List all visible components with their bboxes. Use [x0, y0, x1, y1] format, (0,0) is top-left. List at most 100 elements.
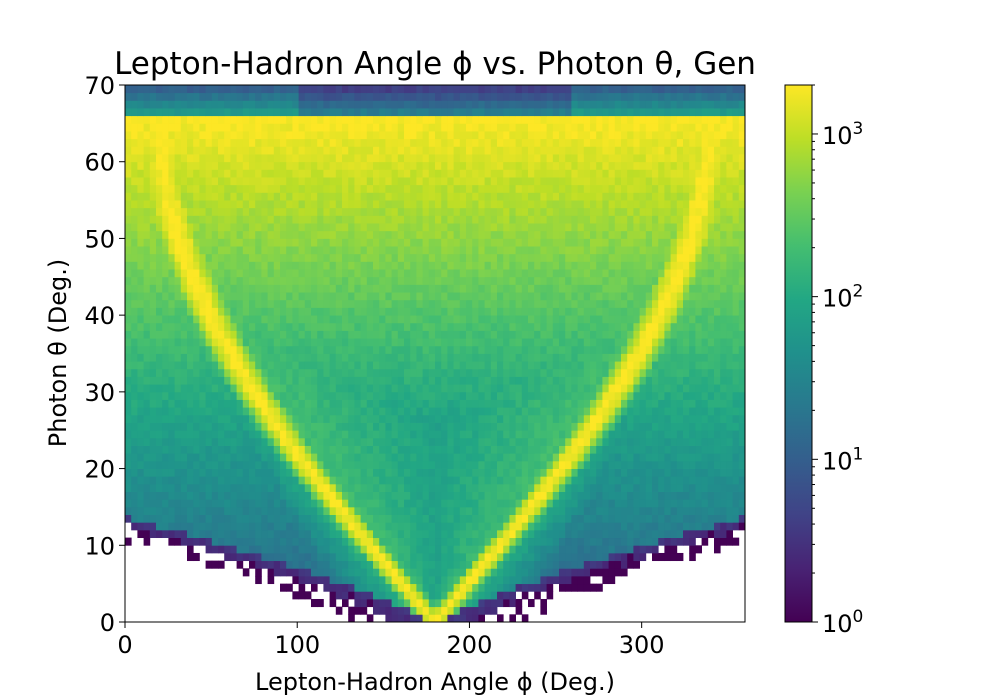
heatmap-cell	[354, 315, 361, 324]
heatmap-cell	[453, 399, 461, 408]
heatmap-cell	[329, 307, 337, 316]
heatmap-cell	[261, 284, 268, 293]
heatmap-cell	[230, 476, 237, 485]
heatmap-cell	[366, 399, 374, 408]
heatmap-cell	[342, 476, 349, 485]
heatmap-cell	[224, 230, 231, 239]
heatmap-cell	[738, 200, 746, 209]
heatmap-cell	[658, 437, 665, 446]
heatmap-cell	[422, 200, 430, 209]
heatmap-cell	[652, 529, 659, 539]
heatmap-cell	[627, 453, 634, 462]
heatmap-cell	[348, 253, 355, 262]
heatmap-cell	[664, 491, 671, 500]
heatmap-cell	[658, 445, 665, 454]
heatmap-cell	[676, 468, 684, 477]
heatmap-cell	[391, 445, 399, 454]
heatmap-cell	[236, 284, 244, 293]
heatmap-cell	[379, 215, 386, 224]
heatmap-cell	[397, 514, 405, 523]
heatmap-cell	[670, 299, 678, 308]
heatmap-cell	[633, 253, 640, 262]
heatmap-cell	[404, 284, 411, 293]
heatmap-cell	[466, 284, 473, 293]
heatmap-cell	[342, 491, 349, 500]
heatmap-cell	[559, 460, 566, 469]
heatmap-cell	[323, 261, 330, 270]
heatmap-cell	[497, 552, 504, 562]
heatmap-cell	[230, 230, 237, 239]
heatmap-cell	[292, 322, 299, 331]
heatmap-cell	[466, 499, 473, 508]
heatmap-cell	[534, 399, 541, 408]
heatmap-cell	[199, 315, 206, 324]
heatmap-cell	[218, 506, 225, 515]
heatmap-cell	[732, 460, 740, 469]
heatmap-cell	[143, 207, 151, 216]
heatmap-cell	[590, 376, 597, 385]
heatmap-cell	[720, 391, 727, 400]
heatmap-cell	[565, 437, 572, 446]
heatmap-cell	[726, 368, 733, 377]
heatmap-cell	[174, 215, 182, 224]
heatmap-cell	[267, 568, 275, 577]
heatmap-cell	[534, 215, 541, 224]
heatmap-cell	[521, 468, 529, 477]
heatmap-cell	[391, 361, 399, 370]
heatmap-cell	[329, 353, 337, 362]
heatmap-cell	[335, 338, 343, 347]
heatmap-cell	[404, 445, 411, 454]
heatmap-cell	[354, 238, 361, 247]
heatmap-cell	[472, 522, 479, 531]
heatmap-cell	[466, 537, 473, 546]
heatmap-cell	[187, 506, 194, 515]
heatmap-cell	[255, 537, 262, 546]
heatmap-cell	[459, 568, 467, 577]
heatmap-cell	[125, 192, 132, 201]
heatmap-cell	[621, 537, 628, 546]
heatmap-cell	[261, 460, 268, 469]
heatmap-cell	[596, 506, 603, 515]
heatmap-cell	[714, 414, 721, 423]
heatmap-cell	[410, 468, 417, 477]
heatmap-cell	[267, 307, 275, 316]
heatmap-cell	[565, 545, 572, 554]
heatmap-cell	[515, 230, 523, 239]
heatmap-cell	[174, 376, 182, 385]
heatmap-cell	[701, 253, 709, 262]
heatmap-cell	[602, 491, 609, 500]
heatmap-cell	[199, 292, 206, 301]
heatmap-cell	[292, 537, 299, 546]
heatmap-cell	[645, 468, 653, 477]
heatmap-cell	[329, 560, 337, 569]
heatmap-cell	[397, 223, 405, 232]
heatmap-cell	[323, 468, 330, 477]
heatmap-cell	[459, 345, 467, 354]
heatmap-cell	[565, 399, 572, 408]
heatmap-cell	[577, 407, 585, 416]
heatmap-cell	[707, 430, 715, 439]
heatmap-cell	[428, 598, 436, 608]
heatmap-cell	[304, 284, 312, 293]
heatmap-cell	[658, 506, 665, 515]
heatmap-cell	[360, 276, 368, 285]
heatmap-cell	[738, 453, 746, 462]
heatmap-cell	[304, 414, 312, 423]
heatmap-cell	[540, 345, 547, 354]
heatmap-cell	[416, 376, 423, 385]
heatmap-cell	[645, 246, 653, 255]
heatmap-cell	[484, 223, 492, 232]
heatmap-cell	[583, 453, 591, 462]
heatmap-cell	[286, 568, 293, 577]
heatmap-cell	[249, 315, 256, 324]
heatmap-cell	[552, 299, 560, 308]
heatmap-cell	[397, 430, 405, 439]
heatmap-cell	[218, 560, 225, 569]
heatmap-cell	[404, 499, 411, 508]
heatmap-cell	[478, 261, 485, 270]
heatmap-cell	[484, 253, 492, 262]
heatmap-cell	[490, 499, 498, 508]
heatmap-cell	[137, 238, 144, 247]
heatmap-cell	[360, 253, 368, 262]
heatmap-cell	[218, 499, 225, 508]
